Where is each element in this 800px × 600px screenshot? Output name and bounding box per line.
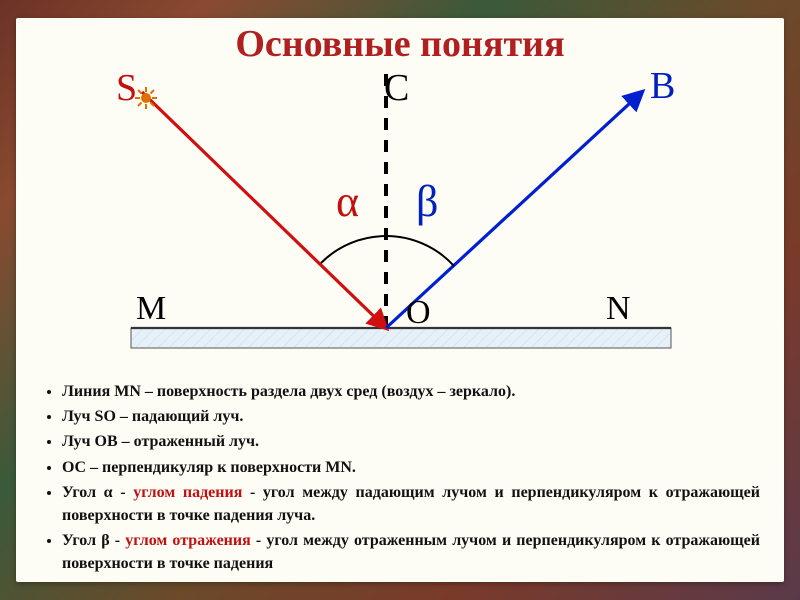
mirror-hatch	[131, 328, 671, 348]
arc-beta	[386, 236, 454, 266]
bullet-term: углом падения	[133, 484, 242, 501]
definitions-list: Линия MN – поверхность раздела двух сред…	[44, 380, 760, 578]
slide-frame: Основные понятия	[0, 0, 800, 600]
bullet-text: Линия MN – поверхность раздела двух сред…	[62, 383, 515, 400]
reflection-diagram: S C B α β M O N	[16, 48, 784, 378]
bullet-pre: Угол α -	[62, 484, 133, 501]
bullet-pre: Угол β -	[62, 532, 125, 549]
label-o: O	[406, 294, 431, 332]
bullet-term: углом отражения	[125, 532, 251, 549]
list-item: Угол β - углом отражения - угол между от…	[62, 529, 760, 575]
bullet-text: Луч SO – падающий луч.	[62, 408, 243, 425]
arc-alpha	[321, 236, 386, 263]
list-item: Луч SO – падающий луч.	[62, 405, 760, 428]
label-s: S	[116, 66, 137, 110]
label-beta: β	[416, 176, 438, 227]
label-alpha: α	[336, 176, 359, 227]
list-item: Линия MN – поверхность раздела двух сред…	[62, 380, 760, 403]
sun-icon	[135, 87, 157, 109]
bullet-text: OC – перпендикуляр к поверхности MN.	[62, 459, 356, 476]
label-b: B	[650, 64, 675, 108]
list-item: Луч OB – отраженный луч.	[62, 430, 760, 453]
label-m: M	[136, 290, 166, 328]
label-n: N	[606, 290, 631, 328]
list-item: OC – перпендикуляр к поверхности MN.	[62, 456, 760, 479]
bullet-text: Луч OB – отраженный луч.	[62, 433, 259, 450]
slide-paper: Основные понятия	[16, 18, 784, 582]
label-c: C	[384, 66, 409, 110]
list-item: Угол α - углом падения - угол между пада…	[62, 481, 760, 527]
